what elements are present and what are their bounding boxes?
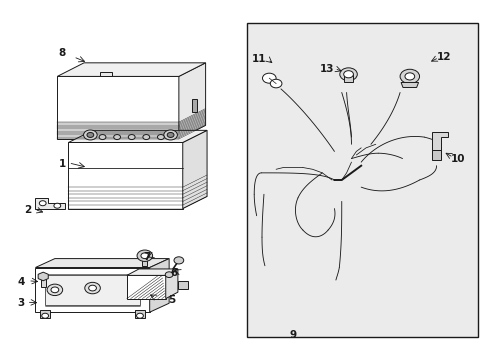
Circle shape xyxy=(163,130,177,140)
Polygon shape xyxy=(100,72,112,76)
Circle shape xyxy=(404,73,414,80)
Circle shape xyxy=(88,285,96,291)
Circle shape xyxy=(262,73,276,83)
Polygon shape xyxy=(179,63,205,139)
Polygon shape xyxy=(57,76,179,139)
Circle shape xyxy=(84,282,100,294)
Text: 10: 10 xyxy=(450,154,465,163)
Circle shape xyxy=(141,253,148,258)
Circle shape xyxy=(128,135,135,140)
Polygon shape xyxy=(431,132,447,150)
Polygon shape xyxy=(45,275,140,305)
Circle shape xyxy=(54,203,61,208)
Text: 5: 5 xyxy=(167,295,175,305)
Circle shape xyxy=(51,287,59,293)
Circle shape xyxy=(83,130,97,140)
Polygon shape xyxy=(178,282,187,289)
Polygon shape xyxy=(57,63,205,76)
Polygon shape xyxy=(35,258,169,267)
Bar xyxy=(192,99,197,112)
Bar xyxy=(142,255,147,266)
Text: 9: 9 xyxy=(289,330,296,341)
Circle shape xyxy=(87,132,94,138)
Circle shape xyxy=(41,313,48,318)
Text: 13: 13 xyxy=(319,64,334,74)
Polygon shape xyxy=(431,150,441,160)
Polygon shape xyxy=(35,198,64,208)
Bar xyxy=(41,276,45,287)
Circle shape xyxy=(174,257,183,264)
Text: 2: 2 xyxy=(24,205,32,215)
Circle shape xyxy=(157,135,164,140)
Text: 12: 12 xyxy=(436,52,450,62)
Text: 4: 4 xyxy=(17,277,24,287)
Circle shape xyxy=(399,69,419,84)
Circle shape xyxy=(270,79,282,88)
Polygon shape xyxy=(68,143,183,208)
Circle shape xyxy=(343,71,353,78)
Circle shape xyxy=(136,313,143,318)
Circle shape xyxy=(39,201,46,206)
Polygon shape xyxy=(68,130,206,143)
Polygon shape xyxy=(400,82,418,87)
Text: 3: 3 xyxy=(17,298,24,308)
Text: 11: 11 xyxy=(251,54,266,64)
Circle shape xyxy=(137,250,152,261)
Polygon shape xyxy=(126,269,178,275)
Circle shape xyxy=(165,272,173,278)
Polygon shape xyxy=(40,310,50,318)
Circle shape xyxy=(142,135,149,140)
Polygon shape xyxy=(183,130,206,208)
Text: 7: 7 xyxy=(143,252,151,262)
Text: 8: 8 xyxy=(59,48,66,58)
Bar xyxy=(246,23,477,337)
Circle shape xyxy=(339,68,357,81)
Text: 6: 6 xyxy=(170,268,177,278)
Circle shape xyxy=(47,284,62,296)
Circle shape xyxy=(99,135,106,140)
Polygon shape xyxy=(135,310,144,318)
Polygon shape xyxy=(38,272,48,281)
Polygon shape xyxy=(126,275,165,298)
Circle shape xyxy=(167,132,174,138)
Polygon shape xyxy=(165,269,178,298)
Polygon shape xyxy=(35,267,149,312)
Circle shape xyxy=(114,135,120,140)
Text: 1: 1 xyxy=(59,159,66,169)
Polygon shape xyxy=(149,258,169,312)
Bar xyxy=(343,73,353,82)
